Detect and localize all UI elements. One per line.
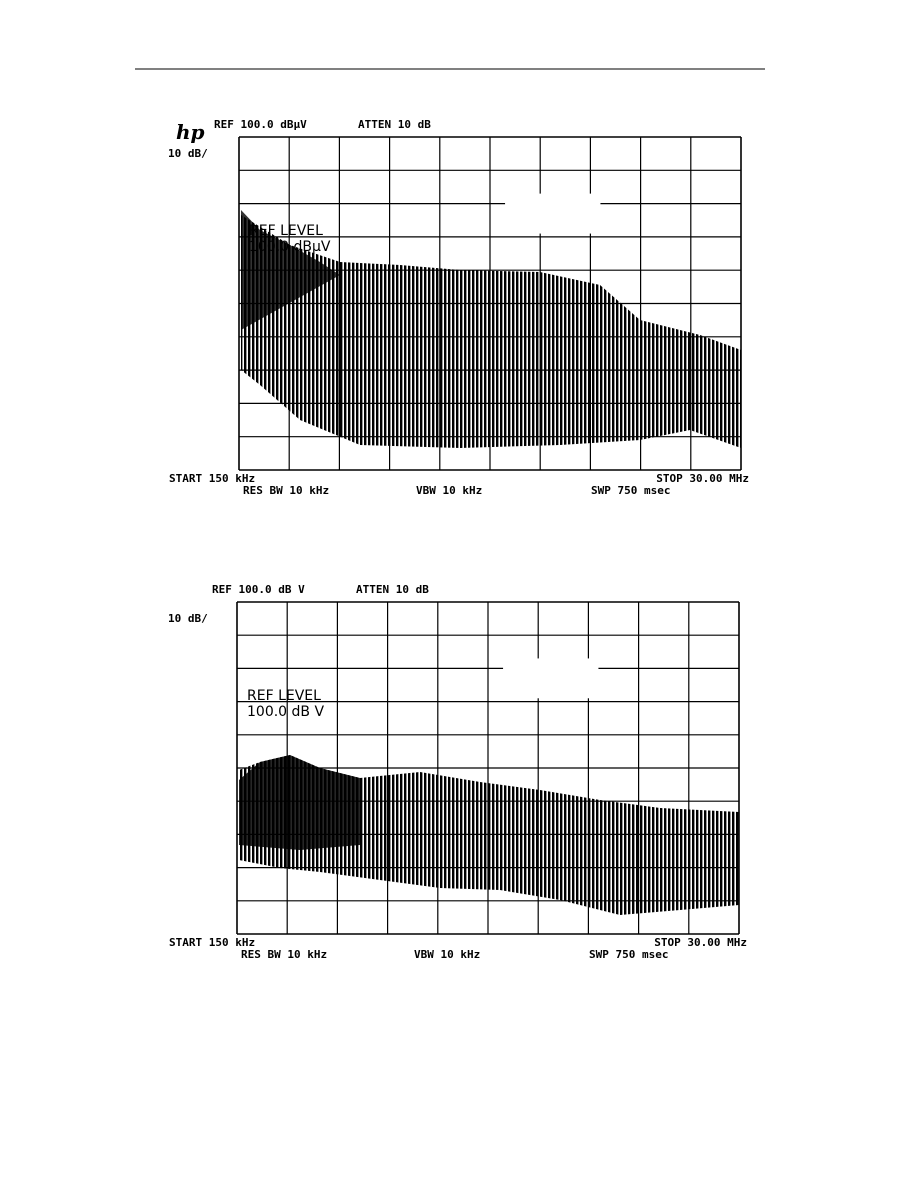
spectrum-trace-dense <box>239 755 360 850</box>
ref-level-value: 100.0 dBµV <box>249 239 331 255</box>
scale-label: 10 dB/ <box>168 612 208 625</box>
stop-label: STOP 30.00 MHz <box>656 472 749 485</box>
logo: hp <box>176 120 205 144</box>
res-bw-label: RES BW 10 kHz <box>243 484 329 497</box>
stop-label: STOP 30.00 MHz <box>654 936 747 949</box>
scale-label: 10 dB/ <box>168 147 208 160</box>
ref-label: REF 100.0 dB V <box>212 583 305 596</box>
spectrum-trace <box>241 215 741 448</box>
start-label: START 150 kHz <box>169 472 255 485</box>
marker-blank <box>505 193 601 234</box>
vbw-label: VBW 10 kHz <box>414 948 480 961</box>
marker-blank <box>503 658 599 699</box>
atten-label: ATTEN 10 dB <box>358 118 431 131</box>
atten-label: ATTEN 10 dB <box>356 583 429 596</box>
vbw-label: VBW 10 kHz <box>416 484 482 497</box>
sweep-label: SWP 750 msec <box>589 948 668 961</box>
ref-label: REF 100.0 dBµV <box>214 118 307 131</box>
ref-level-label: REF LEVEL <box>249 223 323 239</box>
sweep-label: SWP 750 msec <box>591 484 670 497</box>
ref-level-label: REF LEVEL <box>247 688 321 704</box>
res-bw-label: RES BW 10 kHz <box>241 948 327 961</box>
ref-level-value: 100.0 dB V <box>247 704 324 720</box>
start-label: START 150 kHz <box>169 936 255 949</box>
